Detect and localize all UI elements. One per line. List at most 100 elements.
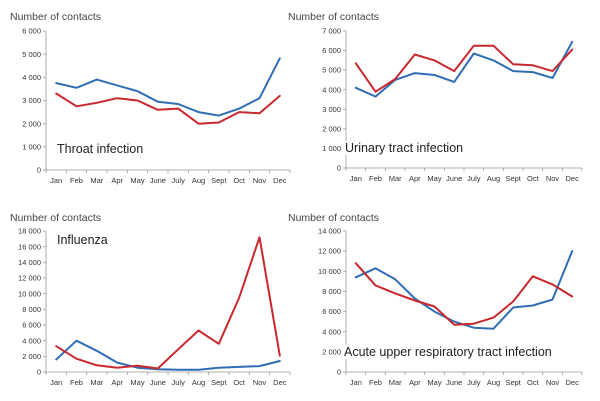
y-tick-label: 12 000 bbox=[318, 247, 341, 256]
y-tick-label: 16 000 bbox=[18, 242, 41, 251]
x-tick-label-sept: Sept bbox=[211, 176, 227, 185]
y-tick-label: 4 000 bbox=[322, 327, 341, 336]
y-tick-label: 6 000 bbox=[322, 307, 341, 316]
x-tick-label-june: June bbox=[446, 174, 462, 183]
x-tick-label-apr: Apr bbox=[409, 174, 421, 183]
x-tick-label-sept: Sept bbox=[211, 378, 227, 387]
x-tick-label-mar: Mar bbox=[389, 174, 402, 183]
x-tick-label-mar: Mar bbox=[90, 176, 103, 185]
y-tick-label: 0 bbox=[337, 368, 341, 377]
x-tick-label-may: May bbox=[427, 174, 441, 183]
chart-panel-urinary-tract-infection: Number of contacts 0 1 000 2 000 3 000 4 000… bbox=[288, 0, 600, 200]
x-tick-label-dec: Dec bbox=[273, 176, 287, 185]
x-tick-label-apr: Apr bbox=[409, 378, 421, 387]
x-tick-label-aug: Aug bbox=[192, 378, 205, 387]
x-tick-label-aug: Aug bbox=[487, 174, 500, 183]
x-tick-label-dec: Dec bbox=[565, 378, 579, 387]
y-tick-label: 4 000 bbox=[22, 336, 41, 345]
series-line-red bbox=[55, 236, 281, 370]
chart-panel-throat-infection: Number of contacts 0 1 000 2 000 3 000 4 000… bbox=[0, 0, 300, 200]
chart-svg-throat-infection: 0 1 000 2 000 3 000 4 000 5 000 6 000 Jan Feb Mar… bbox=[22, 27, 291, 185]
x-tick-label-jan: Jan bbox=[350, 174, 362, 183]
series-line-blue bbox=[354, 40, 574, 98]
chart-svg-influenza: 0 2 000 4 000 6 000 8 000 10 000 12 000 14 000 1… bbox=[18, 227, 291, 387]
x-tick-label-oct: Oct bbox=[233, 378, 246, 387]
y-tick-label: 14 000 bbox=[318, 227, 341, 236]
chart-svg-acute-upper-respiratory-tract-infection: 0 2 000 4 000 6 000 8 000 10 000 12 000 14 000 J… bbox=[318, 227, 583, 387]
x-tick-label-july: July bbox=[171, 176, 185, 185]
x-tick-label-july: July bbox=[467, 174, 481, 183]
x-tick-label-apr: Apr bbox=[111, 176, 123, 185]
x-tick-label-oct: Oct bbox=[233, 176, 246, 185]
x-tick-label-oct: Oct bbox=[527, 378, 540, 387]
y-tick-label: 0 bbox=[37, 368, 41, 377]
x-tick-label-june: June bbox=[150, 176, 166, 185]
x-tick-label-feb: Feb bbox=[369, 378, 382, 387]
chart-title: Urinary tract infection bbox=[343, 141, 466, 155]
x-tick-label-july: July bbox=[171, 378, 185, 387]
chart-title: Influenza bbox=[55, 233, 110, 247]
y-axis-label: Number of contacts bbox=[288, 11, 380, 23]
x-tick-label-may: May bbox=[427, 378, 441, 387]
x-tick-label-feb: Feb bbox=[369, 174, 382, 183]
y-tick-label: 1 000 bbox=[22, 142, 41, 151]
x-tick-label-nov: Nov bbox=[546, 174, 560, 183]
x-tick-label-june: June bbox=[446, 378, 462, 387]
y-tick-label: 1 000 bbox=[322, 144, 341, 153]
series-line-red bbox=[354, 44, 574, 93]
x-tick-label-may: May bbox=[130, 378, 144, 387]
x-tick-label-june: June bbox=[150, 378, 166, 387]
y-tick-label: 5 000 bbox=[322, 66, 341, 75]
chart-svg-urinary-tract-infection: 0 1 000 2 000 3 000 4 000 5 000 6 000 7 000 Jan F… bbox=[322, 27, 583, 183]
x-tick-label-july: July bbox=[467, 378, 481, 387]
x-tick-label-dec: Dec bbox=[273, 378, 287, 387]
y-tick-label: 18 000 bbox=[18, 227, 41, 236]
y-tick-label: 8 000 bbox=[22, 305, 41, 314]
x-tick-label-nov: Nov bbox=[546, 378, 560, 387]
y-tick-label: 4 000 bbox=[322, 85, 341, 94]
y-tick-label: 6 000 bbox=[22, 321, 41, 330]
x-tick-label-nov: Nov bbox=[253, 176, 267, 185]
y-tick-label: 2 000 bbox=[322, 347, 341, 356]
x-tick-label-aug: Aug bbox=[192, 176, 205, 185]
x-tick-label-mar: Mar bbox=[90, 378, 103, 387]
y-tick-label: 7 000 bbox=[322, 27, 341, 36]
x-tick-label-sept: Sept bbox=[505, 174, 521, 183]
series-line-blue bbox=[55, 57, 281, 117]
x-tick-label-jan: Jan bbox=[50, 176, 62, 185]
series-line-red bbox=[55, 92, 281, 125]
x-tick-label-jan: Jan bbox=[350, 378, 362, 387]
x-tick-label-sept: Sept bbox=[505, 378, 521, 387]
y-tick-label: 5 000 bbox=[22, 50, 41, 59]
y-tick-label: 0 bbox=[37, 166, 41, 175]
x-tick-label-nov: Nov bbox=[253, 378, 267, 387]
x-tick-label-dec: Dec bbox=[565, 174, 579, 183]
y-axis-label: Number of contacts bbox=[10, 11, 102, 23]
y-tick-label: 2 000 bbox=[322, 124, 341, 133]
chart-panel-influenza: Number of contacts 0 2 000 4 000 6 000 8 000… bbox=[0, 200, 300, 401]
y-tick-label: 10 000 bbox=[318, 267, 341, 276]
series-line-blue bbox=[55, 339, 281, 371]
series-line-red bbox=[354, 262, 574, 326]
y-tick-label: 2 000 bbox=[22, 119, 41, 128]
chart-title: Throat infection bbox=[55, 142, 146, 156]
y-tick-label: 3 000 bbox=[322, 105, 341, 114]
y-tick-label: 0 bbox=[337, 164, 341, 173]
x-tick-label-mar: Mar bbox=[389, 378, 402, 387]
x-tick-label-oct: Oct bbox=[527, 174, 540, 183]
x-tick-label-jan: Jan bbox=[50, 378, 62, 387]
x-tick-label-apr: Apr bbox=[111, 378, 123, 387]
x-tick-label-feb: Feb bbox=[70, 176, 83, 185]
chart-title: Acute upper respiratory tract infection bbox=[342, 345, 554, 359]
y-tick-label: 3 000 bbox=[22, 96, 41, 105]
y-tick-label: 10 000 bbox=[18, 289, 41, 298]
y-tick-label: 14 000 bbox=[18, 258, 41, 267]
y-tick-label: 4 000 bbox=[22, 73, 41, 82]
chart-panel-acute-upper-respiratory-tract-infection: Number of contacts 0 2 000 4 000 6 000 8 000… bbox=[288, 200, 600, 401]
x-tick-label-feb: Feb bbox=[70, 378, 83, 387]
y-tick-label: 12 000 bbox=[18, 274, 41, 283]
y-tick-label: 2 000 bbox=[22, 352, 41, 361]
y-axis-label: Number of contacts bbox=[288, 212, 380, 224]
x-tick-label-aug: Aug bbox=[487, 378, 500, 387]
y-axis-label: Number of contacts bbox=[10, 212, 102, 224]
